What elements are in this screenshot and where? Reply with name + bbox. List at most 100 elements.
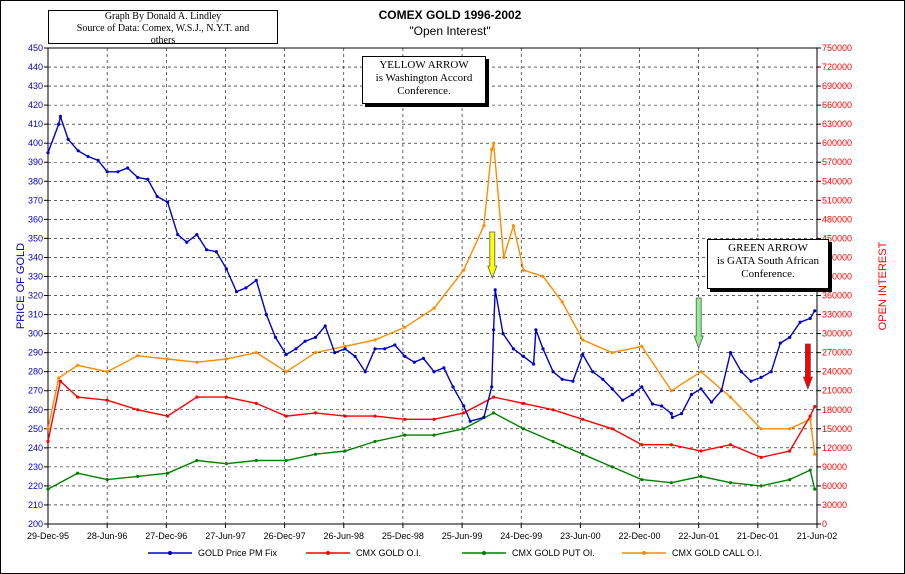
series-point [284,352,288,357]
right-tick-label: 150000 [822,424,852,434]
green-note-line-2: is GATA South African [716,255,820,267]
series-point [313,335,318,339]
x-tick-label: 21-Jun-02 [797,531,838,541]
series-point [323,324,327,328]
yellow-note-line-3: Conference. [397,85,451,97]
series-point [284,458,288,463]
series-point [759,375,763,379]
x-tick-label: 29-Dec-95 [27,531,69,541]
series-point [709,400,714,404]
series-point [254,278,258,282]
series-point [630,392,635,397]
green-arrow [693,297,704,350]
left-tick-label: 340 [28,252,43,262]
x-tick-label: 22-Jun-01 [678,531,719,541]
series-point [610,351,614,355]
series-point [393,343,397,347]
series-point [432,306,436,310]
series-point [166,414,170,418]
series-point [195,233,199,237]
legend-marker [482,551,486,555]
series-point [76,395,80,399]
series-point [403,417,407,421]
left-tick-label: 290 [28,348,43,358]
left-tick-label: 420 [28,100,43,110]
series-point [551,370,555,374]
series-point [343,347,347,351]
series-point [126,166,130,170]
series-point [432,433,436,437]
right-tick-label: 540000 [822,176,852,186]
legend-marker [642,551,646,555]
series-point [699,449,703,453]
right-tick-label: 750000 [822,43,852,53]
series-point [136,408,140,412]
right-tick-label: 90000 [822,462,847,472]
x-tick-label: 25-Jun-99 [442,531,483,541]
series-point [442,366,446,370]
left-tick-label: 270 [28,386,43,396]
series-point [46,151,50,155]
series-point [650,402,655,406]
series-point [264,313,268,317]
series-point [303,339,307,343]
x-tick-label: 24-Dec-99 [500,531,542,541]
series-point [699,370,703,374]
series-point [234,290,239,294]
legend-label: GOLD Price PM Fix [198,548,278,558]
series-point [468,419,472,423]
left-tick-label: 380 [28,176,43,186]
series-point [808,468,812,472]
series-point [560,377,564,381]
series-point [511,224,515,228]
series-point [788,427,792,431]
right-tick-label: 300000 [822,329,852,339]
left-tick-label: 330 [28,271,43,281]
yellow-arrow-note: YELLOW ARROW is Washington Accord Confer… [362,56,486,104]
left-tick-label: 360 [28,214,43,224]
series-point [728,443,733,447]
left-tick-label: 390 [28,157,43,167]
series-point [313,351,318,355]
series-point [383,347,387,351]
series-point [403,433,407,437]
right-tick-label: 660000 [822,100,852,110]
series-point [482,224,486,228]
right-tick-label: 390000 [822,271,852,281]
right-tick-label: 630000 [822,119,852,129]
series-point [373,347,377,351]
series-point [788,335,792,339]
series-point [224,395,228,399]
series-point [788,449,792,453]
series-point [363,370,367,374]
credit-box: Graph By Donald A. Lindley Source of Dat… [48,10,278,46]
series-point [541,347,545,351]
right-tick-label: 240000 [822,367,852,377]
series-point [313,452,318,456]
series-point [136,474,140,478]
series-point [57,376,61,380]
legend-marker [326,551,330,555]
y-axis-right-label: OPEN INTEREST [877,241,889,330]
series-point [373,414,377,418]
x-axis-ticks: 29-Dec-95 28-Jun-96 27-Dec-96 27-Jun-97 26-D… [27,524,837,541]
left-tick-label: 210 [28,500,43,510]
series-point [728,481,733,485]
series-point [521,268,526,272]
series-point [610,387,614,391]
series-point [76,471,80,475]
series-point [581,452,585,456]
chart-title: COMEX GOLD 1996-2002 [378,8,522,22]
series-point [728,395,733,399]
series-point [778,341,782,345]
series-point [46,487,50,491]
left-tick-label: 220 [28,481,43,491]
chart-subtitle: "Open Interest" [409,24,491,38]
series-point [759,455,763,459]
series-point [788,478,792,482]
series-point [254,458,258,463]
series-point [813,452,817,456]
series-point [689,392,694,397]
left-tick-label: 430 [28,81,43,91]
series-point [57,122,61,126]
